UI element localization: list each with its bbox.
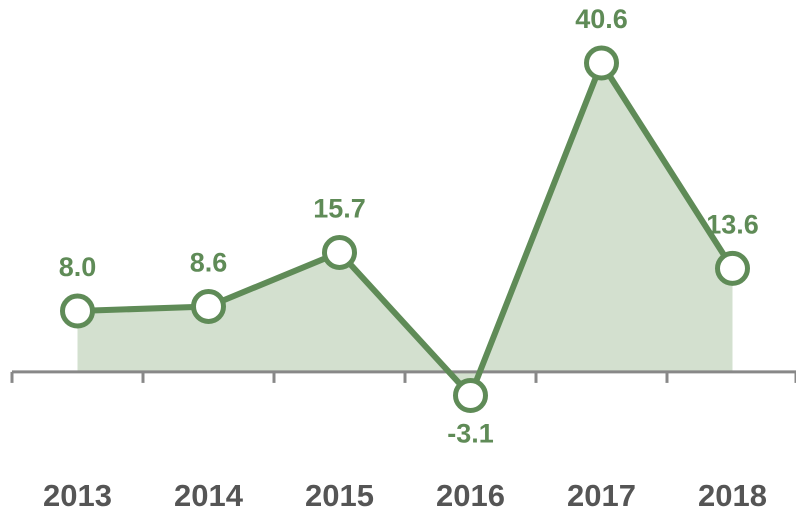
value-label: 8.0 (59, 252, 97, 282)
value-label: 13.6 (706, 210, 759, 240)
point (584, 45, 619, 81)
value-label: -3.1 (447, 419, 494, 449)
value-label: 15.7 (313, 194, 366, 224)
point (60, 293, 95, 329)
x-tick-label: 2017 (567, 478, 636, 513)
x-tick-label: 2013 (43, 478, 112, 513)
area (77, 62, 733, 396)
x-tick-label: 2014 (174, 478, 244, 513)
x-tick-label: 2015 (305, 478, 374, 513)
line (77, 59, 736, 399)
value-label: 40.6 (575, 4, 628, 34)
value-label: 8.6 (190, 248, 228, 278)
x-tick-label: 2018 (698, 478, 767, 513)
point (191, 288, 226, 324)
x-tick-label: 2016 (436, 478, 505, 513)
point (453, 377, 488, 413)
point (715, 250, 750, 286)
point (322, 234, 357, 270)
